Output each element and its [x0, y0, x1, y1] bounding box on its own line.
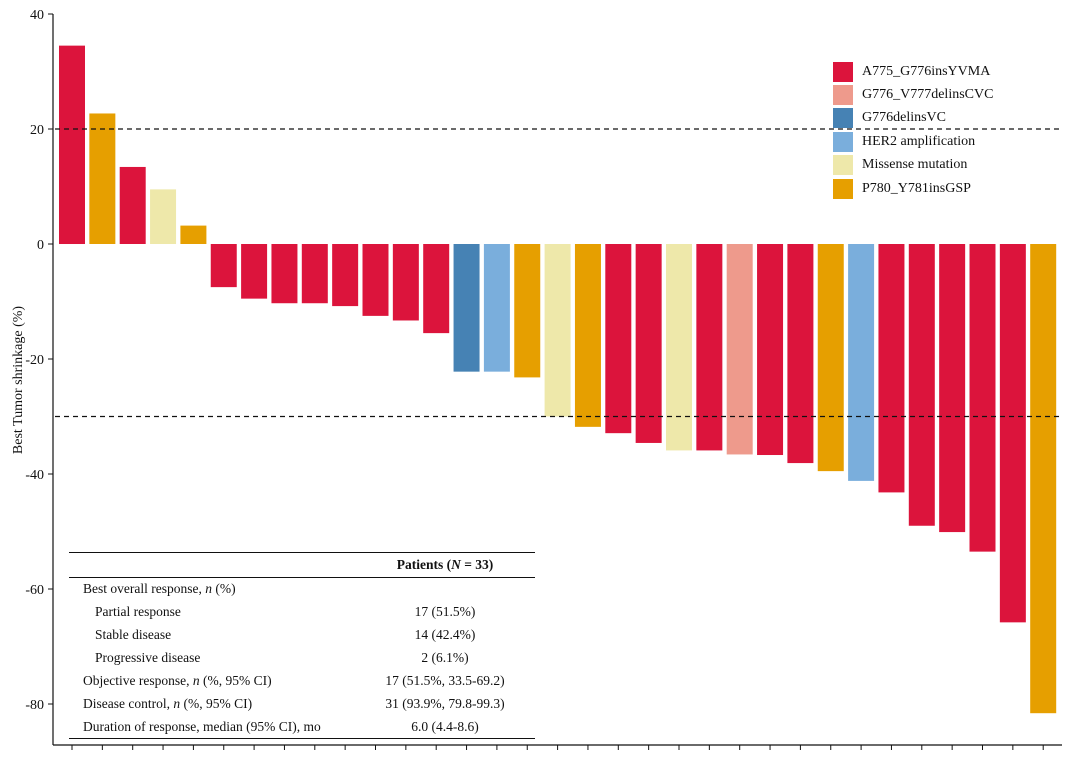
bar-patient-2: [89, 113, 116, 244]
legend-swatch: [833, 155, 853, 176]
legend-item: G776delinsVC: [833, 107, 993, 130]
legend-item: P780_Y781insGSP: [833, 177, 993, 200]
bar-patient-8: [271, 244, 298, 304]
table-row: Progressive disease 2 (6.1%): [69, 647, 535, 670]
legend-swatch: [833, 85, 853, 106]
table-header-row: Patients (N = 33): [69, 552, 535, 578]
legend-item: G776_V777delinsCVC: [833, 83, 993, 106]
bar-patient-31: [969, 244, 996, 552]
legend-item: HER2 amplification: [833, 130, 993, 153]
reference-lines: [55, 128, 1062, 418]
y-axis-label: Best Tumor shrinkage (%): [11, 306, 26, 455]
y-tick-label: -40: [25, 468, 44, 483]
bar-patient-18: [574, 244, 601, 427]
chart-legend: A775_G776insYVMA G776_V777delinsCVC G776de…: [833, 60, 993, 200]
table-header-patients: Patients (N = 33): [396, 557, 494, 572]
bar-patient-29: [908, 244, 935, 526]
bar-patient-19: [605, 244, 632, 434]
y-tick-label: -60: [25, 583, 44, 598]
table-row-label: Objective response, n (%, 95% CI): [83, 673, 272, 688]
bar-patient-32: [999, 244, 1026, 623]
table-row-value: 17 (51.5%, 33.5-69.2): [385, 673, 505, 688]
table-row-value: 6.0 (4.4-8.6): [411, 718, 479, 734]
y-tick-label: 20: [30, 123, 44, 138]
legend-swatch: [833, 178, 853, 199]
legend-swatch: [833, 61, 853, 82]
table-row-value: 31 (93.9%, 79.8-99.3): [385, 695, 505, 711]
bar-patient-15: [483, 244, 510, 372]
legend-label: G776_V777delinsCVC: [862, 87, 994, 103]
bar-patient-17: [544, 244, 571, 417]
bar-patient-23: [726, 244, 753, 455]
table-body: Best overall response, n (%) Partial resp…: [69, 578, 535, 739]
legend-swatch: [833, 131, 853, 152]
table-row: Duration of response, median (95% CI), m…: [69, 715, 535, 739]
table-row-label: Best overall response, n (%): [83, 581, 236, 597]
legend-swatch: [833, 108, 853, 129]
legend-label: A775_G776insYVMA: [862, 63, 991, 79]
bar-patient-6: [210, 244, 237, 288]
table-row-value: 14 (42.4%): [414, 627, 476, 643]
bar-patient-22: [696, 244, 723, 451]
chart-axes: 40 20 0 -20 -40 -60 -80: [25, 8, 1062, 750]
table-row-label: Progressive disease: [95, 650, 201, 666]
y-tick-label: -80: [25, 698, 44, 713]
bar-patient-14: [453, 244, 480, 372]
bar-patient-16: [514, 244, 541, 378]
bar-patient-3: [119, 166, 146, 244]
bar-patient-7: [241, 244, 268, 299]
bars-layer: [59, 45, 1057, 714]
response-summary-table: Patients (N = 33) Best overall response,…: [69, 552, 535, 739]
bar-patient-10: [332, 244, 359, 307]
table-row-label: Disease control, n (%, 95% CI): [83, 695, 253, 711]
legend-label: P780_Y781insGSP: [862, 180, 971, 196]
table-row-value: [355, 578, 535, 601]
legend-item: Missense mutation: [833, 154, 993, 177]
bar-patient-20: [635, 244, 662, 443]
table-header-empty: [69, 553, 355, 578]
bar-patient-27: [848, 244, 875, 481]
table-row-label: Partial response: [95, 604, 181, 620]
bar-patient-13: [423, 244, 450, 334]
legend-label: Missense mutation: [862, 157, 968, 173]
table-row-label: Stable disease: [95, 627, 172, 643]
bar-patient-4: [150, 189, 177, 245]
table-row: Best overall response, n (%): [69, 578, 535, 601]
table-row-value: 2 (6.1%): [421, 650, 469, 666]
legend-item: A775_G776insYVMA: [833, 60, 993, 83]
bar-patient-11: [362, 244, 389, 316]
bar-patient-26: [817, 244, 844, 472]
bar-patient-12: [392, 244, 419, 321]
bar-patient-33: [1030, 244, 1057, 714]
bar-patient-21: [666, 244, 692, 451]
y-tick-label: 0: [37, 238, 44, 253]
y-tick-label: -20: [25, 353, 44, 368]
table-row-value: 17 (51.5%): [414, 604, 476, 620]
table-row: Objective response, n (%, 95% CI) 17 (51.…: [69, 670, 535, 693]
table-row: Disease control, n (%, 95% CI) 31 (93.9%,…: [69, 692, 535, 715]
bar-patient-30: [939, 244, 966, 533]
legend-label: HER2 amplification: [862, 133, 976, 149]
legend-label: G776delinsVC: [862, 110, 946, 126]
bar-patient-5: [180, 225, 207, 244]
bar-patient-1: [59, 45, 85, 245]
bar-patient-24: [757, 244, 784, 456]
bar-patient-28: [878, 244, 905, 493]
y-tick-label: 40: [30, 8, 44, 23]
table-row: Partial response 17 (51.5%): [69, 601, 535, 624]
table-row-label: Duration of response, median (95% CI), m…: [83, 718, 321, 734]
table-row: Stable disease 14 (42.4%): [69, 624, 535, 647]
bar-patient-25: [787, 244, 814, 464]
bar-patient-9: [301, 244, 328, 304]
